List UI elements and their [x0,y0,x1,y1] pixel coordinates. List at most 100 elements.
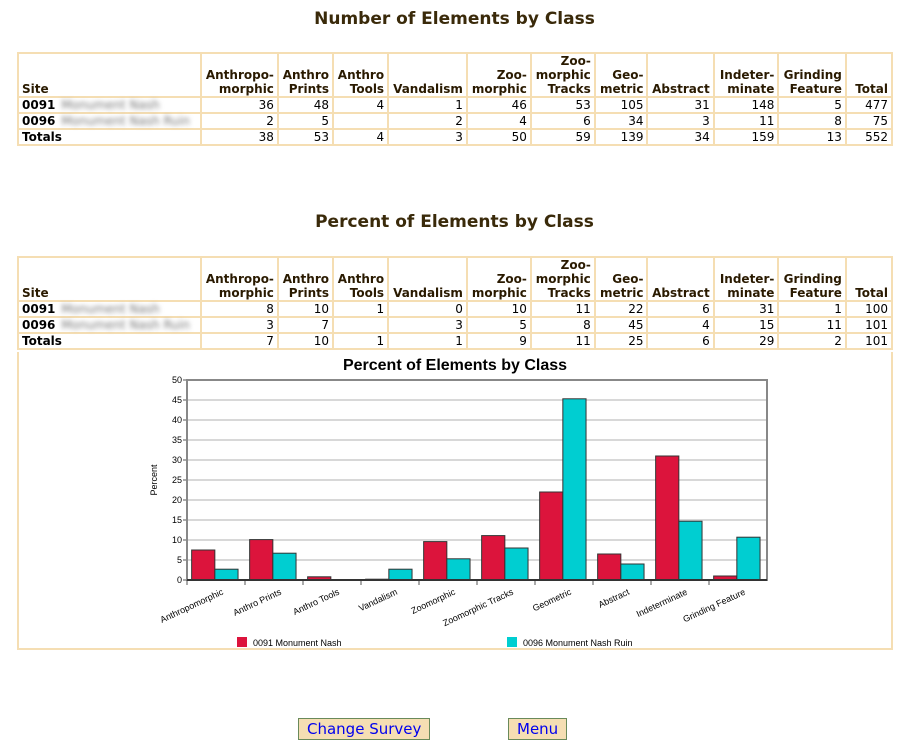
column-header: Zoo- morphic Tracks [529,256,596,302]
column-header: Geo- metric [593,52,649,98]
value-cell: 5 [276,112,335,130]
value-cell: 34 [646,128,715,146]
value-cell: 11 [529,300,596,318]
value-cell: 15 [712,316,780,334]
column-header: Total [844,52,894,98]
value-cell: 148 [712,96,780,114]
y-axis-label: Percent [149,464,159,496]
value-cell: 50 [465,128,532,146]
value-cell: 46 [465,96,532,114]
bar [504,547,529,581]
x-tick-label: Anthro Prints [231,587,283,618]
site-name: Monument Nash Ruin [61,318,190,332]
site-code: Totals [22,130,62,144]
legend-label: 0096 Monument Nash Ruin [523,638,633,648]
bar [388,568,413,581]
value-cell: 10 [276,332,335,350]
column-header: Abstract [646,52,715,98]
value-cell: 45 [593,316,649,334]
table-row: 0091 Monument Nash 8 10 1 0 10 11 22 6 31 1 100 [16,300,894,318]
value-cell: 9 [465,332,532,350]
site-cell: 0096 Monument Nash Ruin [16,112,203,130]
column-header: Indeter- minate [712,52,780,98]
site-cell: 0091 Monument Nash [16,96,203,114]
value-cell: 1 [387,96,468,114]
value-cell: 75 [844,112,894,130]
legend-label: 0091 Monument Nash [253,638,342,648]
value-cell: 3 [387,316,468,334]
site-code: Totals [22,334,62,348]
chart-container: Percent of Elements by Class 0 5 10 15 20 25 30… [17,352,893,650]
y-tick-label: 5 [177,555,182,565]
value-cell: 13 [777,128,847,146]
bar [272,552,297,581]
column-header: Anthro Prints [276,256,335,302]
site-name: Monument Nash [61,98,160,112]
column-header: Anthro Prints [276,52,335,98]
column-header: Grinding Feature [777,52,847,98]
site-name: Monument Nash Ruin [61,114,190,128]
value-cell: 36 [200,96,279,114]
column-header: Total [844,256,894,302]
value-cell: 59 [529,128,596,146]
legend-swatch [237,637,247,647]
site-cell: 0096 Monument Nash Ruin [16,316,203,334]
y-tick-label: 50 [172,375,182,385]
value-cell: 2 [387,112,468,130]
value-cell: 105 [593,96,649,114]
bar [539,491,564,581]
column-header: Anthro Tools [331,52,390,98]
value-cell: 101 [844,316,894,334]
site-code: 0096 [22,318,56,332]
value-cell: 1 [777,300,847,318]
value-cell: 552 [844,128,894,146]
value-cell: 8 [200,300,279,318]
bar [736,536,761,581]
y-tick-label: 30 [172,455,182,465]
value-cell: 25 [593,332,649,350]
value-cell: 10 [276,300,335,318]
site-cell: Totals [16,128,203,146]
y-tick-label: 40 [172,415,182,425]
legend-swatch [507,637,517,647]
value-cell: 5 [465,316,532,334]
value-cell: 6 [529,112,596,130]
value-cell: 11 [529,332,596,350]
value-cell: 53 [276,128,335,146]
value-cell: 100 [844,300,894,318]
chart-title: Percent of Elements by Class [343,357,567,374]
menu-button[interactable]: Menu [508,718,568,740]
table-row: 0096 Monument Nash Ruin 3 7 3 5 8 45 4 15 11 101 [16,316,894,334]
value-cell: 8 [777,112,847,130]
x-tick-label: Anthropomorphic [158,587,225,625]
header-row: Site Anthropo- morphic Anthro Prints Anthro… [16,256,894,302]
value-cell: 1 [387,332,468,350]
value-cell: 31 [646,96,715,114]
column-header: Site [16,256,203,302]
value-cell: 5 [777,96,847,114]
count-table-title: Number of Elements by Class [314,9,595,29]
column-header: Geo- metric [593,256,649,302]
y-tick-label: 10 [172,535,182,545]
bar [481,535,506,581]
column-header: Site [16,52,203,98]
x-tick-label: Grinding Feature [681,587,746,625]
value-cell: 3 [387,128,468,146]
bar [249,539,274,581]
column-header: Anthropo- morphic [200,256,279,302]
percent-bar-chart: Percent of Elements by Class 0 5 10 15 20 25 30… [149,357,768,648]
x-tick-label: Zoomorphic [410,587,458,616]
table-row: 0091 Monument Nash 36 48 4 1 46 53 105 31 148 5 477 [16,96,894,114]
bar [214,568,239,581]
value-cell: 48 [276,96,335,114]
change-survey-button[interactable]: Change Survey [298,718,431,740]
value-cell: 4 [331,96,390,114]
percent-table-title: Percent of Elements by Class [315,212,594,232]
value-cell: 6 [646,332,715,350]
table-row: Totals 7 10 1 1 9 11 25 6 29 2 101 [16,332,894,350]
column-header: Zoo- morphic [465,52,532,98]
value-cell: 34 [593,112,649,130]
x-tick-label: Vandalism [357,587,399,614]
column-header: Vandalism [387,256,468,302]
y-tick-label: 20 [172,495,182,505]
